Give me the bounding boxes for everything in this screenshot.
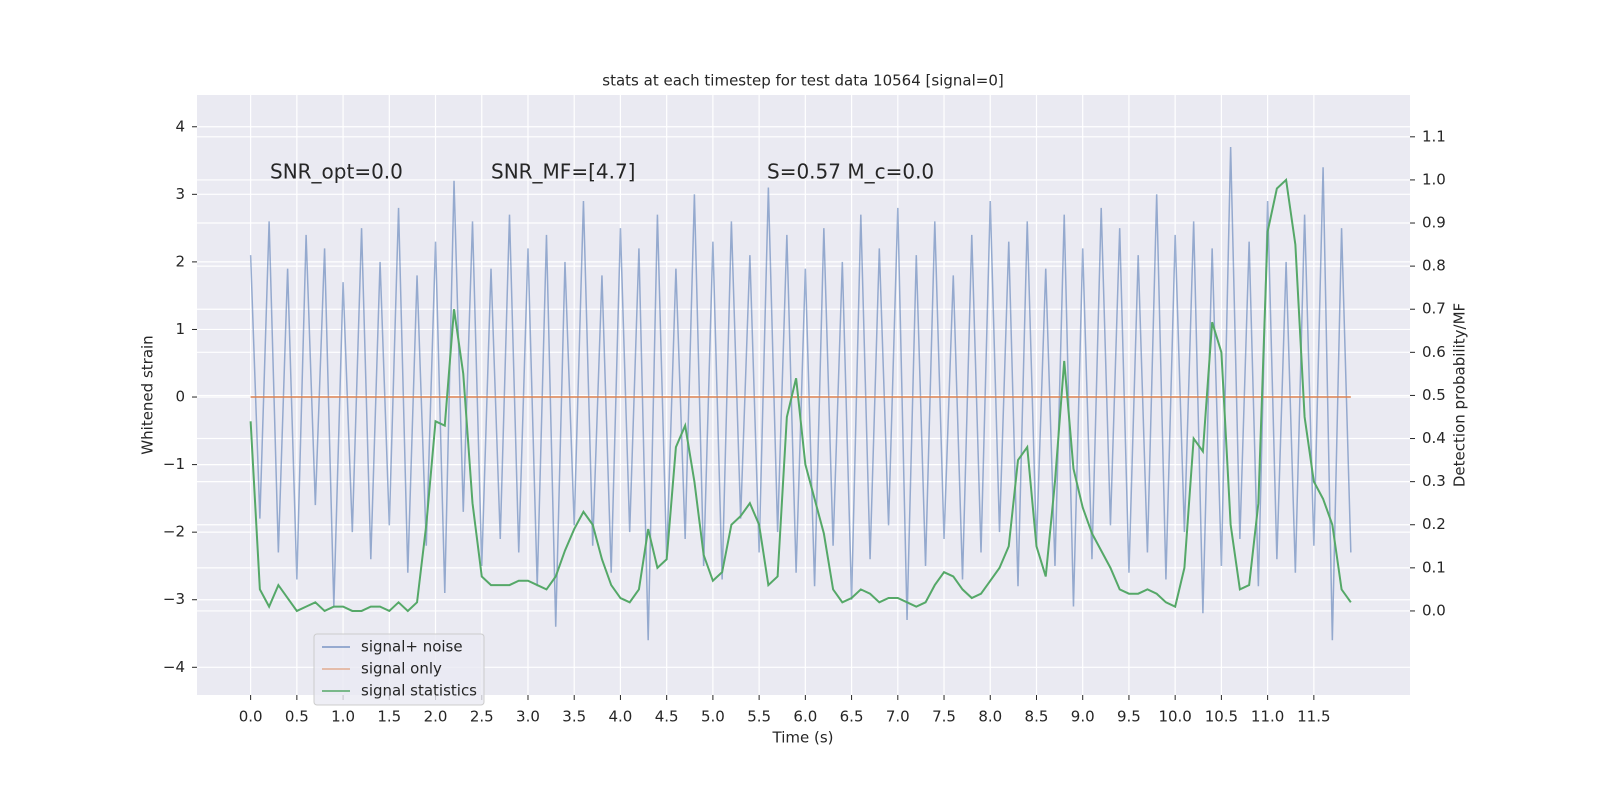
x-tick-label: 2.0 xyxy=(424,708,448,726)
x-tick-label: 3.5 xyxy=(562,708,586,726)
y-tick-label: 1 xyxy=(175,320,185,338)
chart-title: stats at each timestep for test data 105… xyxy=(602,72,1003,90)
x-tick-label: 3.0 xyxy=(516,708,540,726)
x-tick-label: 9.0 xyxy=(1071,708,1095,726)
x-tick-label: 11.5 xyxy=(1297,708,1330,726)
y2-axis-label: Detection probability/MF xyxy=(1451,303,1469,487)
x-tick-label: 1.5 xyxy=(377,708,401,726)
y-axis-label: Whitened strain xyxy=(139,335,157,454)
x-tick-label: 7.0 xyxy=(886,708,910,726)
y2-tick-label: 1.0 xyxy=(1422,170,1446,188)
legend-box xyxy=(313,633,485,706)
legend-label: signal only xyxy=(361,660,442,678)
y-tick-label: 2 xyxy=(175,252,185,270)
x-tick-label: 5.5 xyxy=(747,708,771,726)
x-tick-label: 1.0 xyxy=(331,708,355,726)
x-tick-label: 0.5 xyxy=(285,708,309,726)
x-tick-label: 6.5 xyxy=(840,708,864,726)
y2-tick-label: 0.8 xyxy=(1422,257,1446,275)
y2-tick-label: 0.4 xyxy=(1422,429,1446,447)
y-tick-label: −2 xyxy=(163,523,185,541)
x-axis-label: Time (s) xyxy=(772,729,834,747)
series-line xyxy=(249,177,1352,613)
y-tick-label: 4 xyxy=(175,117,185,135)
x-tick-label: 5.0 xyxy=(701,708,725,726)
legend-label: signal statistics xyxy=(361,682,477,700)
x-tick-label: 2.5 xyxy=(470,708,494,726)
y2-tick-label: 0.7 xyxy=(1422,300,1446,318)
y-tick-label: 3 xyxy=(175,185,185,203)
x-tick-label: 9.5 xyxy=(1117,708,1141,726)
x-tick-label: 4.5 xyxy=(655,708,679,726)
y2-tick-label: 0.2 xyxy=(1422,515,1446,533)
y2-tick-label: 0.1 xyxy=(1422,558,1446,576)
x-tick-label: 8.5 xyxy=(1025,708,1049,726)
y2-tick-label: 0.3 xyxy=(1422,472,1446,490)
y2-tick-label: 0.6 xyxy=(1422,343,1446,361)
annotation: S=0.57 M_c=0.0 xyxy=(767,160,934,184)
x-tick-label: 7.5 xyxy=(932,708,956,726)
x-tick-label: 10.0 xyxy=(1158,708,1191,726)
y-tick-label: −4 xyxy=(163,658,185,676)
x-tick-label: 4.0 xyxy=(609,708,633,726)
x-tick-label: 6.0 xyxy=(793,708,817,726)
y2-tick-label: 0.5 xyxy=(1422,386,1446,404)
x-tick-label: 11.0 xyxy=(1251,708,1284,726)
y-tick-label: −3 xyxy=(163,590,185,608)
y2-tick-label: 1.1 xyxy=(1422,127,1446,145)
legend-label: signal+ noise xyxy=(361,638,463,656)
annotation: SNR_opt=0.0 xyxy=(270,160,403,184)
y2-tick-label: 0.0 xyxy=(1422,601,1446,619)
annotation: SNR_MF=[4.7] xyxy=(491,160,635,184)
x-tick-label: 8.0 xyxy=(978,708,1002,726)
x-tick-label: 10.5 xyxy=(1205,708,1238,726)
y2-tick-label: 0.9 xyxy=(1422,214,1446,232)
x-tick-label: 0.0 xyxy=(239,708,263,726)
y-tick-label: 0 xyxy=(175,388,185,406)
y-tick-label: −1 xyxy=(163,455,185,473)
